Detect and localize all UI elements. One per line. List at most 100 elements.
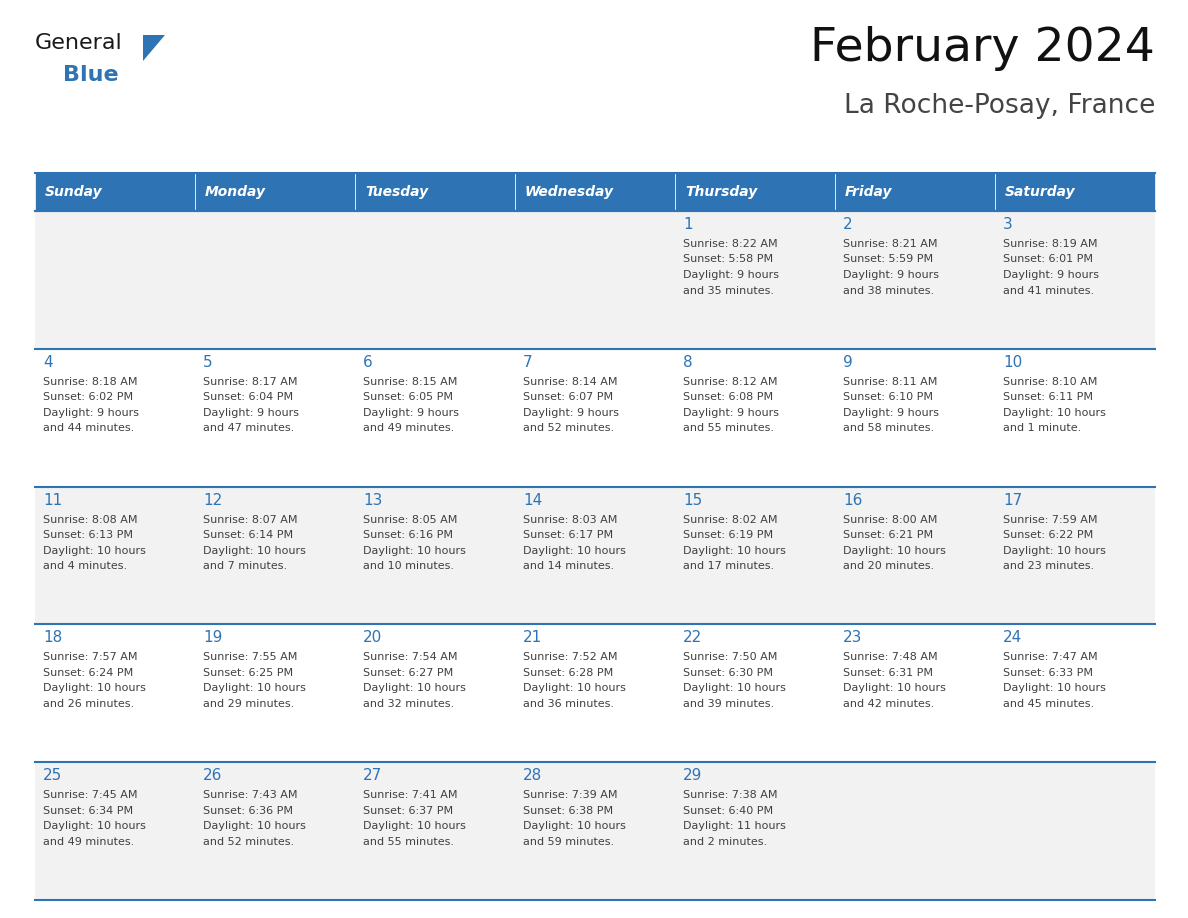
Text: Sunrise: 8:22 AM: Sunrise: 8:22 AM <box>683 239 778 249</box>
Bar <box>516 762 675 900</box>
Bar <box>516 349 675 487</box>
Bar <box>355 349 516 487</box>
Text: Sunset: 6:17 PM: Sunset: 6:17 PM <box>523 530 613 540</box>
Text: Daylight: 10 hours: Daylight: 10 hours <box>523 683 626 693</box>
Text: 7: 7 <box>523 354 532 370</box>
Text: Sunrise: 8:12 AM: Sunrise: 8:12 AM <box>683 376 777 386</box>
Text: and 39 minutes.: and 39 minutes. <box>683 699 775 709</box>
Text: 28: 28 <box>523 768 542 783</box>
Bar <box>355 211 516 349</box>
Bar <box>996 173 1155 211</box>
Text: and 20 minutes.: and 20 minutes. <box>843 561 934 571</box>
Text: and 52 minutes.: and 52 minutes. <box>523 423 614 433</box>
Text: and 52 minutes.: and 52 minutes. <box>203 836 295 846</box>
Bar <box>675 349 835 487</box>
Text: Daylight: 10 hours: Daylight: 10 hours <box>1003 545 1106 555</box>
Bar <box>516 211 675 349</box>
Text: Sunset: 6:10 PM: Sunset: 6:10 PM <box>843 392 933 402</box>
Bar <box>835 211 996 349</box>
Text: Sunrise: 8:02 AM: Sunrise: 8:02 AM <box>683 515 777 524</box>
Text: Sunrise: 7:55 AM: Sunrise: 7:55 AM <box>203 653 297 663</box>
Text: Sunrise: 7:39 AM: Sunrise: 7:39 AM <box>523 790 618 800</box>
Bar <box>675 762 835 900</box>
Bar <box>675 211 835 349</box>
Text: Sunset: 6:13 PM: Sunset: 6:13 PM <box>43 530 133 540</box>
Text: 8: 8 <box>683 354 693 370</box>
Text: Daylight: 10 hours: Daylight: 10 hours <box>1003 683 1106 693</box>
Text: Blue: Blue <box>63 65 119 85</box>
Text: Daylight: 10 hours: Daylight: 10 hours <box>523 822 626 831</box>
Text: Sunset: 6:22 PM: Sunset: 6:22 PM <box>1003 530 1093 540</box>
Text: Sunset: 6:19 PM: Sunset: 6:19 PM <box>683 530 773 540</box>
Text: and 1 minute.: and 1 minute. <box>1003 423 1081 433</box>
Text: Sunset: 6:14 PM: Sunset: 6:14 PM <box>203 530 293 540</box>
Text: Daylight: 10 hours: Daylight: 10 hours <box>364 822 466 831</box>
Text: Sunrise: 7:43 AM: Sunrise: 7:43 AM <box>203 790 297 800</box>
Text: Sunrise: 8:00 AM: Sunrise: 8:00 AM <box>843 515 937 524</box>
Text: Sunrise: 7:50 AM: Sunrise: 7:50 AM <box>683 653 777 663</box>
Text: Sunrise: 7:47 AM: Sunrise: 7:47 AM <box>1003 653 1098 663</box>
Text: Daylight: 9 hours: Daylight: 9 hours <box>43 408 139 418</box>
Text: 14: 14 <box>523 493 542 508</box>
Text: Sunrise: 8:17 AM: Sunrise: 8:17 AM <box>203 376 297 386</box>
Text: and 4 minutes.: and 4 minutes. <box>43 561 127 571</box>
Text: Daylight: 10 hours: Daylight: 10 hours <box>203 545 305 555</box>
Text: and 58 minutes.: and 58 minutes. <box>843 423 934 433</box>
Text: 3: 3 <box>1003 217 1012 232</box>
Bar <box>516 487 675 624</box>
Text: Sunrise: 8:21 AM: Sunrise: 8:21 AM <box>843 239 937 249</box>
Text: Sunrise: 7:52 AM: Sunrise: 7:52 AM <box>523 653 618 663</box>
Text: Wednesday: Wednesday <box>525 185 614 199</box>
Text: Sunrise: 8:19 AM: Sunrise: 8:19 AM <box>1003 239 1098 249</box>
Text: Daylight: 10 hours: Daylight: 10 hours <box>683 545 786 555</box>
Text: February 2024: February 2024 <box>810 26 1155 71</box>
Bar <box>34 211 195 349</box>
Text: Thursday: Thursday <box>685 185 757 199</box>
Text: Sunset: 6:38 PM: Sunset: 6:38 PM <box>523 806 613 816</box>
Text: 18: 18 <box>43 631 62 645</box>
Text: Daylight: 10 hours: Daylight: 10 hours <box>843 545 946 555</box>
Text: 16: 16 <box>843 493 862 508</box>
Text: Sunrise: 8:03 AM: Sunrise: 8:03 AM <box>523 515 618 524</box>
Bar <box>835 624 996 762</box>
Text: Sunrise: 8:07 AM: Sunrise: 8:07 AM <box>203 515 297 524</box>
Text: and 55 minutes.: and 55 minutes. <box>364 836 454 846</box>
Text: Sunrise: 7:48 AM: Sunrise: 7:48 AM <box>843 653 937 663</box>
Text: Sunset: 6:21 PM: Sunset: 6:21 PM <box>843 530 933 540</box>
Text: Daylight: 10 hours: Daylight: 10 hours <box>683 683 786 693</box>
Bar <box>996 487 1155 624</box>
Text: 19: 19 <box>203 631 222 645</box>
Text: Sunrise: 8:11 AM: Sunrise: 8:11 AM <box>843 376 937 386</box>
Text: Daylight: 9 hours: Daylight: 9 hours <box>364 408 459 418</box>
Bar <box>835 349 996 487</box>
Bar <box>675 173 835 211</box>
Text: Daylight: 9 hours: Daylight: 9 hours <box>683 408 779 418</box>
Text: 12: 12 <box>203 493 222 508</box>
Text: Sunset: 5:59 PM: Sunset: 5:59 PM <box>843 254 933 264</box>
Text: Sunset: 6:05 PM: Sunset: 6:05 PM <box>364 392 453 402</box>
Text: and 14 minutes.: and 14 minutes. <box>523 561 614 571</box>
Text: and 42 minutes.: and 42 minutes. <box>843 699 934 709</box>
Text: Sunset: 6:31 PM: Sunset: 6:31 PM <box>843 668 933 677</box>
Text: 27: 27 <box>364 768 383 783</box>
Bar <box>34 349 195 487</box>
Text: Sunrise: 8:14 AM: Sunrise: 8:14 AM <box>523 376 618 386</box>
Text: and 17 minutes.: and 17 minutes. <box>683 561 775 571</box>
Text: 10: 10 <box>1003 354 1022 370</box>
Text: Sunrise: 8:10 AM: Sunrise: 8:10 AM <box>1003 376 1098 386</box>
Bar <box>355 173 516 211</box>
Text: 25: 25 <box>43 768 62 783</box>
Text: and 41 minutes.: and 41 minutes. <box>1003 285 1094 296</box>
Bar <box>34 487 195 624</box>
Bar <box>195 173 355 211</box>
Text: 11: 11 <box>43 493 62 508</box>
Bar <box>34 624 195 762</box>
Text: 29: 29 <box>683 768 702 783</box>
Text: 26: 26 <box>203 768 222 783</box>
Polygon shape <box>143 35 165 61</box>
Text: Sunset: 6:07 PM: Sunset: 6:07 PM <box>523 392 613 402</box>
Text: Saturday: Saturday <box>1005 185 1075 199</box>
Text: Sunset: 6:36 PM: Sunset: 6:36 PM <box>203 806 293 816</box>
Text: and 10 minutes.: and 10 minutes. <box>364 561 454 571</box>
Text: Daylight: 10 hours: Daylight: 10 hours <box>843 683 946 693</box>
